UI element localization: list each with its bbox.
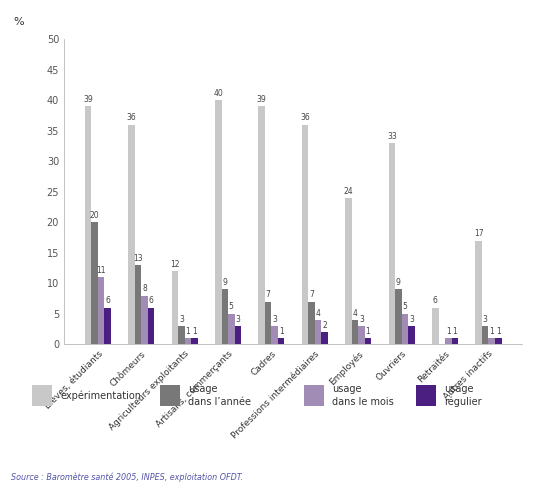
Text: Source : Baromètre santé 2005, INPES, exploitation OFDT.: Source : Baromètre santé 2005, INPES, ex… (11, 473, 243, 482)
Bar (85, 106, 91, 344)
Bar (321, 332, 328, 344)
Bar (352, 320, 358, 344)
Bar (178, 326, 184, 344)
Bar (365, 338, 372, 344)
Text: 1: 1 (453, 327, 457, 336)
Bar (278, 338, 285, 344)
Bar (91, 222, 98, 344)
Bar (259, 106, 265, 344)
Bar (172, 271, 178, 344)
Bar (135, 265, 141, 344)
Bar (475, 241, 482, 344)
Bar (358, 326, 365, 344)
Text: 1: 1 (496, 327, 500, 336)
Text: 17: 17 (474, 229, 483, 238)
Bar (432, 308, 439, 344)
Text: 12: 12 (170, 260, 180, 269)
Bar (191, 338, 198, 344)
Text: 1: 1 (366, 327, 370, 336)
Text: %: % (13, 17, 24, 27)
Text: 3: 3 (359, 315, 364, 324)
Bar (451, 338, 458, 344)
Text: 1: 1 (185, 327, 190, 336)
Bar (402, 314, 408, 344)
Bar (389, 143, 395, 344)
Bar (265, 302, 271, 344)
Text: expérimentation: expérimentation (60, 390, 141, 401)
Text: 20: 20 (90, 211, 99, 220)
Text: 2: 2 (322, 321, 327, 330)
Text: 36: 36 (126, 113, 136, 123)
Text: 5: 5 (229, 303, 234, 311)
Text: 36: 36 (300, 113, 310, 123)
Text: 1: 1 (489, 327, 494, 336)
Bar (215, 100, 222, 344)
Text: usage
dans le mois: usage dans le mois (332, 384, 394, 407)
Text: 7: 7 (266, 290, 271, 299)
Text: 1: 1 (279, 327, 284, 336)
Text: usage
régulier: usage régulier (444, 384, 482, 407)
Bar (482, 326, 488, 344)
Bar (222, 289, 228, 344)
Bar (408, 326, 415, 344)
Bar (315, 320, 321, 344)
Bar (128, 125, 135, 344)
Text: 1: 1 (446, 327, 451, 336)
Text: 3: 3 (409, 315, 414, 324)
Text: 6: 6 (149, 296, 154, 306)
Bar (445, 338, 451, 344)
Text: 24: 24 (344, 186, 353, 195)
Bar (235, 326, 241, 344)
Bar (395, 289, 402, 344)
Bar (98, 277, 104, 344)
Text: 5: 5 (402, 303, 407, 311)
Bar (141, 296, 148, 344)
Bar (271, 326, 278, 344)
Text: 1: 1 (192, 327, 197, 336)
Text: 40: 40 (213, 89, 223, 98)
Text: 13: 13 (133, 254, 143, 263)
Bar (495, 338, 502, 344)
Text: 4: 4 (316, 308, 320, 317)
Bar (228, 314, 235, 344)
Text: 3: 3 (272, 315, 277, 324)
Bar (148, 308, 154, 344)
Text: 9: 9 (222, 278, 227, 287)
Bar (309, 302, 315, 344)
Bar (488, 338, 495, 344)
Text: 4: 4 (352, 308, 358, 317)
Text: 33: 33 (387, 132, 397, 141)
Text: 6: 6 (105, 296, 110, 306)
Text: 8: 8 (142, 284, 147, 293)
Bar (104, 308, 111, 344)
Text: 7: 7 (309, 290, 314, 299)
Bar (345, 198, 352, 344)
Text: 9: 9 (396, 278, 401, 287)
Text: 3: 3 (179, 315, 184, 324)
Text: usage
dans l’année: usage dans l’année (188, 384, 251, 407)
Text: 3: 3 (483, 315, 488, 324)
Text: 39: 39 (83, 95, 93, 104)
Bar (302, 125, 309, 344)
Text: 11: 11 (96, 266, 106, 275)
Bar (184, 338, 191, 344)
Text: 3: 3 (236, 315, 240, 324)
Text: 39: 39 (257, 95, 266, 104)
Text: 6: 6 (433, 296, 438, 306)
